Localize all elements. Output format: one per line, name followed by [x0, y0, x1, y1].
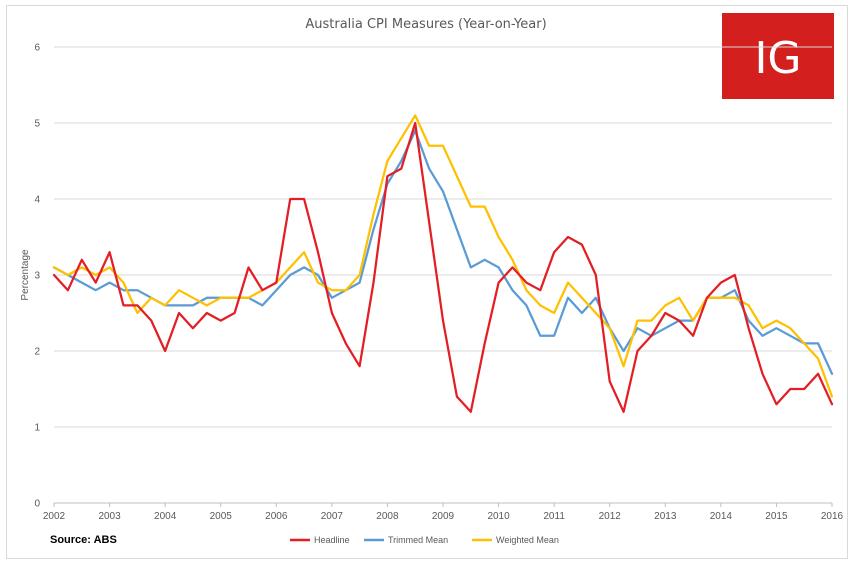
x-tick-label: 2016 — [821, 511, 844, 522]
x-tick-label: 2014 — [710, 511, 733, 522]
x-tick-label: 2004 — [154, 511, 177, 522]
x-tick-label: 2008 — [376, 511, 399, 522]
y-tick-label: 1 — [34, 423, 40, 434]
legend-label: Trimmed Mean — [388, 535, 448, 545]
logo-background — [722, 13, 834, 99]
y-tick-label: 2 — [34, 347, 40, 358]
x-tick-label: 2011 — [543, 511, 565, 522]
y-tick-label: 4 — [34, 195, 40, 206]
y-tick-label: 3 — [34, 271, 40, 282]
legend-item: Weighted Mean — [472, 535, 559, 545]
x-tick-label: 2005 — [210, 511, 233, 522]
x-axis-ticks: 2002 2003 2004 2005 2006 2007 2008 2009 2010 2011… — [43, 503, 844, 522]
x-tick-label: 2006 — [265, 511, 288, 522]
y-axis-ticks: 0 1 2 3 4 5 6 — [34, 43, 40, 510]
chart-frame — [6, 5, 848, 559]
x-tick-label: 2007 — [321, 511, 344, 522]
ig-logo: IG — [722, 13, 834, 99]
x-tick-label: 2012 — [599, 511, 622, 522]
x-tick-label: 2015 — [765, 511, 788, 522]
y-tick-label: 0 — [34, 499, 40, 510]
source-label: Source: ABS — [50, 534, 117, 546]
chart-legend: Headline Trimmed Mean Weighted Mean — [290, 535, 559, 545]
logo-text: IG — [754, 33, 801, 84]
legend-label: Weighted Mean — [496, 535, 559, 545]
y-tick-label: 6 — [34, 43, 40, 54]
x-tick-label: 2009 — [432, 511, 455, 522]
series-line-headline — [52, 121, 834, 413]
x-tick-label: 2003 — [98, 511, 121, 522]
x-tick-label: 2010 — [487, 511, 510, 522]
legend-label: Headline — [314, 535, 350, 545]
x-tick-label: 2002 — [43, 511, 66, 522]
legend-item: Trimmed Mean — [364, 535, 448, 545]
gridlines — [54, 46, 832, 504]
legend-item: Headline — [290, 535, 350, 545]
series-line-weighted-mean — [52, 114, 834, 398]
y-axis-title: Percentage — [20, 249, 31, 301]
y-tick-label: 5 — [34, 119, 40, 130]
chart-title: Australia CPI Measures (Year-on-Year) — [305, 17, 546, 32]
series-lines — [52, 114, 834, 413]
x-tick-label: 2013 — [654, 511, 677, 522]
